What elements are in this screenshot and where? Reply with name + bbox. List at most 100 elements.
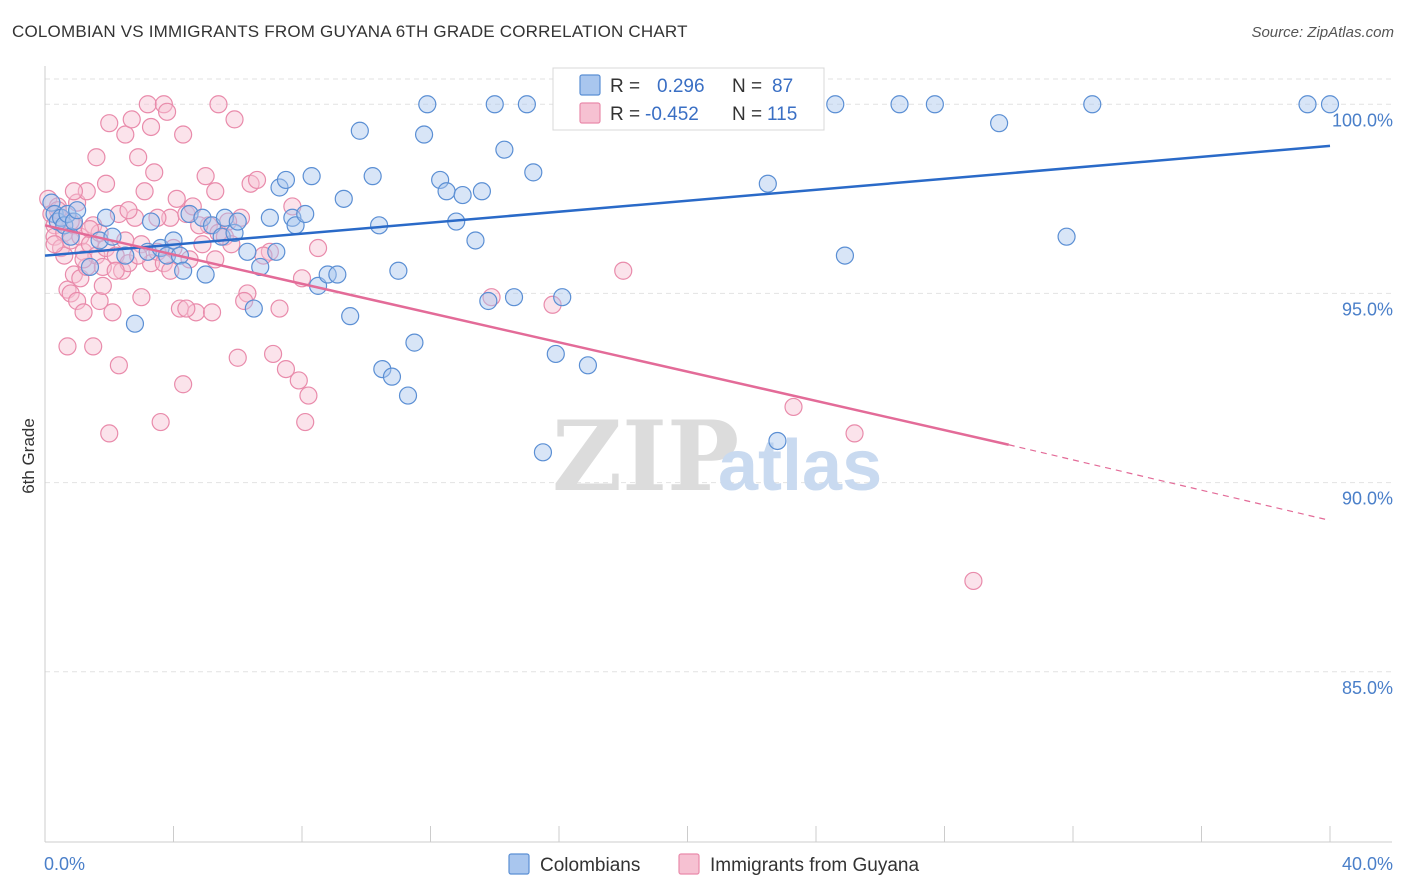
guyana-point — [87, 148, 106, 167]
guyana-point — [151, 412, 170, 432]
guyana-point — [100, 424, 119, 443]
colombian-point — [414, 125, 434, 144]
legend-swatch-colombians — [579, 74, 601, 96]
guyana-point — [247, 170, 267, 190]
y-axis-label: 6th Grade — [19, 418, 38, 494]
colombian-point — [453, 185, 472, 205]
colombian-point — [174, 261, 193, 280]
colombian-point — [68, 201, 87, 220]
colombian-point — [267, 242, 286, 261]
colombian-point — [485, 95, 504, 114]
guyana-point — [45, 235, 64, 254]
guyana-trend-extension — [1008, 444, 1331, 522]
colombian-point — [64, 212, 84, 231]
colombian-point — [495, 140, 514, 159]
guyana-point — [784, 397, 803, 417]
guyana-point — [209, 95, 228, 114]
guyana-point — [119, 201, 138, 220]
guyana-point — [299, 386, 318, 405]
colombian-point — [504, 288, 524, 307]
guyana-point — [116, 125, 135, 144]
colombian-point — [1057, 227, 1076, 246]
colombian-point — [196, 265, 215, 284]
colombian-point — [228, 212, 247, 231]
guyana-point — [276, 359, 296, 379]
colombian-point — [193, 208, 212, 227]
guyana-point — [100, 114, 119, 133]
guyana-point — [196, 167, 215, 186]
colombian-point — [990, 114, 1009, 133]
legend-n-label-1: N = — [732, 76, 762, 97]
colombian-point — [758, 174, 777, 193]
guyana-point — [132, 288, 151, 307]
colombian-point — [296, 204, 315, 224]
colombian-point — [116, 246, 135, 265]
guyana-point — [193, 235, 212, 254]
colombian-point — [141, 212, 161, 231]
colombian-point — [334, 189, 353, 208]
colombian-point — [96, 208, 116, 227]
x-tick-label: 0.0% — [44, 854, 85, 874]
colombian-point — [925, 95, 944, 114]
guyana-point — [845, 424, 864, 443]
guyana-point — [614, 261, 633, 280]
tick-labels: 100.0% 95.0% 90.0% 85.0% 0.0% 40.0% — [44, 110, 1393, 874]
colombian-point — [418, 95, 437, 114]
colombian-point — [373, 359, 392, 379]
guyana-point — [177, 299, 196, 318]
guyana-point — [103, 303, 122, 322]
guyana-point — [112, 261, 132, 280]
colombian-point — [318, 265, 337, 284]
guyana-point — [157, 102, 177, 121]
guyana-point — [61, 284, 80, 303]
legend-n-value-2: 115 — [767, 104, 797, 125]
colombian-point — [890, 95, 909, 114]
grid-lines — [45, 78, 1395, 673]
colombian-point — [479, 291, 498, 311]
colombian-point — [260, 208, 279, 227]
guyana-point — [289, 371, 308, 390]
colombian-point — [276, 170, 296, 190]
guyana-point — [228, 348, 247, 367]
watermark-atlas: atlas — [718, 426, 882, 506]
guyana-point — [174, 375, 193, 394]
colombian-point — [1320, 95, 1340, 114]
guyana-point — [84, 337, 103, 356]
guyana-point — [77, 182, 96, 201]
colombian-point — [125, 314, 145, 333]
guyana-point — [270, 299, 289, 318]
legend-r-label-1: R = — [610, 76, 640, 97]
guyana-point — [58, 337, 77, 356]
guyana-point — [206, 182, 225, 201]
chart-source: Source: ZipAtlas.com — [1251, 24, 1394, 41]
legend-n-value-1: 87 — [772, 76, 793, 97]
colombian-point — [244, 299, 263, 318]
colombian-point — [302, 167, 321, 186]
colombian-point — [341, 307, 360, 326]
colombian-point — [80, 257, 100, 277]
guyana-point — [235, 291, 254, 311]
guyana-point — [129, 148, 148, 167]
legend-swatch-guyana — [579, 102, 601, 124]
guyana-point — [145, 163, 164, 182]
guyana-points — [39, 95, 983, 591]
colombian-point — [437, 182, 456, 201]
legend-r-label-2: R = — [610, 104, 640, 125]
colombian-point — [350, 121, 369, 140]
guyana-point — [263, 344, 283, 364]
colombian-point — [405, 333, 424, 352]
legend-r-value-1: 0.296 — [657, 76, 705, 97]
colombian-point — [363, 167, 382, 186]
axes — [44, 66, 1392, 843]
bottom-legend-guyana: Immigrants from Guyana — [710, 855, 919, 876]
colombian-point — [553, 288, 572, 307]
colombian-point — [382, 367, 402, 386]
guyana-point — [109, 356, 128, 375]
colombian-point — [472, 182, 491, 201]
guyana-point — [964, 571, 983, 591]
legend-r-value-2: -0.452 — [645, 104, 699, 125]
y-tick-label: 95.0% — [1342, 299, 1393, 319]
x-tick-label: 40.0% — [1342, 854, 1393, 874]
colombians-trend-line — [44, 144, 1331, 257]
guyana-point — [174, 125, 193, 144]
